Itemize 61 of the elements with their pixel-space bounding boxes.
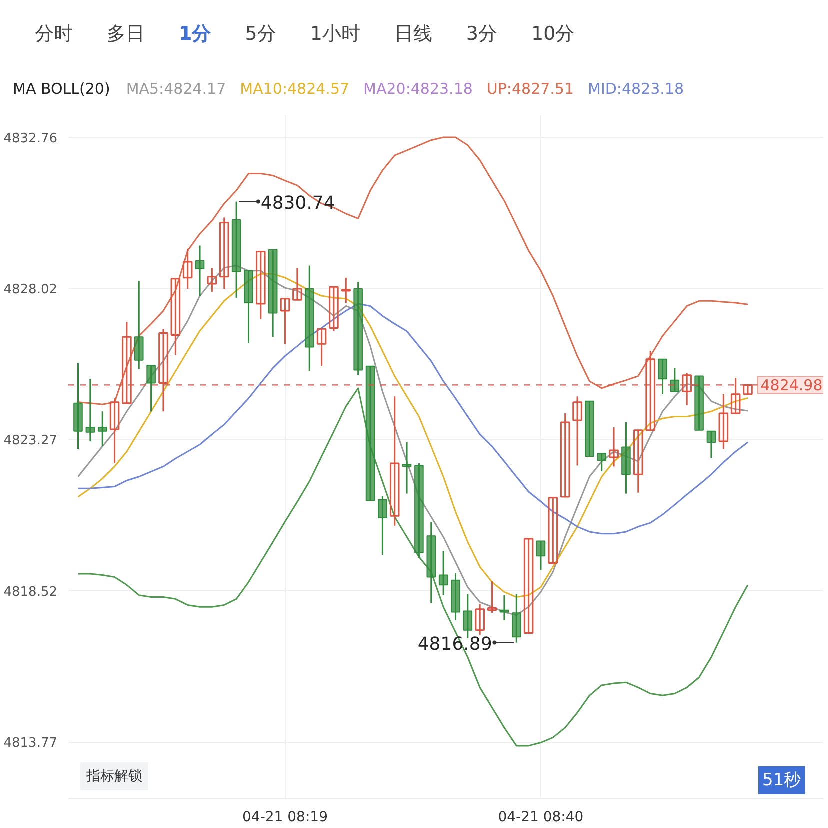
y-tick-label: 4813.77 bbox=[4, 736, 58, 752]
candlestick bbox=[207, 267, 218, 293]
candlestick bbox=[560, 412, 570, 498]
candlestick bbox=[219, 216, 230, 290]
text: 1小时 bbox=[310, 23, 360, 45]
candlestick bbox=[524, 538, 534, 634]
text: MA10:4824.57 bbox=[240, 80, 350, 98]
text: 5分 bbox=[245, 23, 276, 45]
text: UP:4827.51 bbox=[486, 80, 574, 98]
candlestick bbox=[658, 358, 668, 396]
candlestick bbox=[402, 442, 412, 495]
candlestick bbox=[86, 378, 96, 442]
candlestick bbox=[548, 497, 558, 564]
chart-title: MA BOLL(20) bbox=[13, 80, 110, 98]
candlestick bbox=[609, 426, 619, 468]
text: 日线 bbox=[394, 23, 432, 45]
text: 10分 bbox=[532, 23, 575, 45]
x-tick-label: 04-21 08:40 bbox=[498, 810, 584, 826]
text: MID:4823.18 bbox=[588, 80, 684, 98]
candlestick bbox=[634, 430, 644, 494]
text: 51秒 bbox=[762, 770, 802, 790]
y-tick-label: 4828.02 bbox=[4, 282, 58, 298]
candlestick bbox=[316, 328, 327, 368]
candlestick bbox=[475, 604, 485, 636]
candlestick bbox=[329, 286, 339, 332]
candlestick bbox=[182, 248, 193, 290]
candlestick bbox=[536, 540, 546, 571]
text: MA5:4824.17 bbox=[126, 80, 226, 98]
candlestick bbox=[195, 244, 205, 297]
y-tick-label: 4832.76 bbox=[4, 131, 58, 146]
text: 1分 bbox=[179, 23, 212, 45]
candlestick bbox=[146, 364, 156, 412]
candlestick bbox=[378, 495, 388, 556]
x-tick-label: 04-21 08:19 bbox=[242, 810, 328, 826]
line-series bbox=[77, 388, 749, 747]
candlestick bbox=[134, 280, 144, 370]
annotation: 指标解锁 bbox=[86, 768, 142, 784]
candlestick bbox=[487, 580, 498, 614]
text: 多日 bbox=[107, 23, 145, 45]
candlestick bbox=[706, 430, 716, 460]
candlestick bbox=[572, 396, 582, 467]
candlestick bbox=[438, 550, 448, 596]
text: 分时 bbox=[35, 23, 73, 45]
text: 3分 bbox=[466, 23, 498, 45]
candlestick bbox=[718, 394, 729, 450]
candlestick bbox=[110, 398, 120, 464]
candlestick bbox=[98, 410, 108, 448]
y-tick-label: 4823.27 bbox=[4, 434, 58, 449]
candlestick bbox=[670, 368, 680, 392]
y-tick-label: 4818.52 bbox=[4, 584, 58, 600]
text: MA20:4823.18 bbox=[364, 80, 473, 98]
candlestick bbox=[170, 278, 181, 356]
candlestick bbox=[390, 396, 400, 527]
candlestick bbox=[256, 251, 266, 320]
ref-line-label: 4824.98 bbox=[760, 376, 823, 395]
candlestick bbox=[512, 594, 522, 644]
candlestick bbox=[597, 452, 607, 472]
candlestick bbox=[341, 277, 352, 304]
candlestick bbox=[292, 267, 302, 301]
candlestick bbox=[280, 298, 290, 345]
line-series bbox=[77, 303, 749, 535]
